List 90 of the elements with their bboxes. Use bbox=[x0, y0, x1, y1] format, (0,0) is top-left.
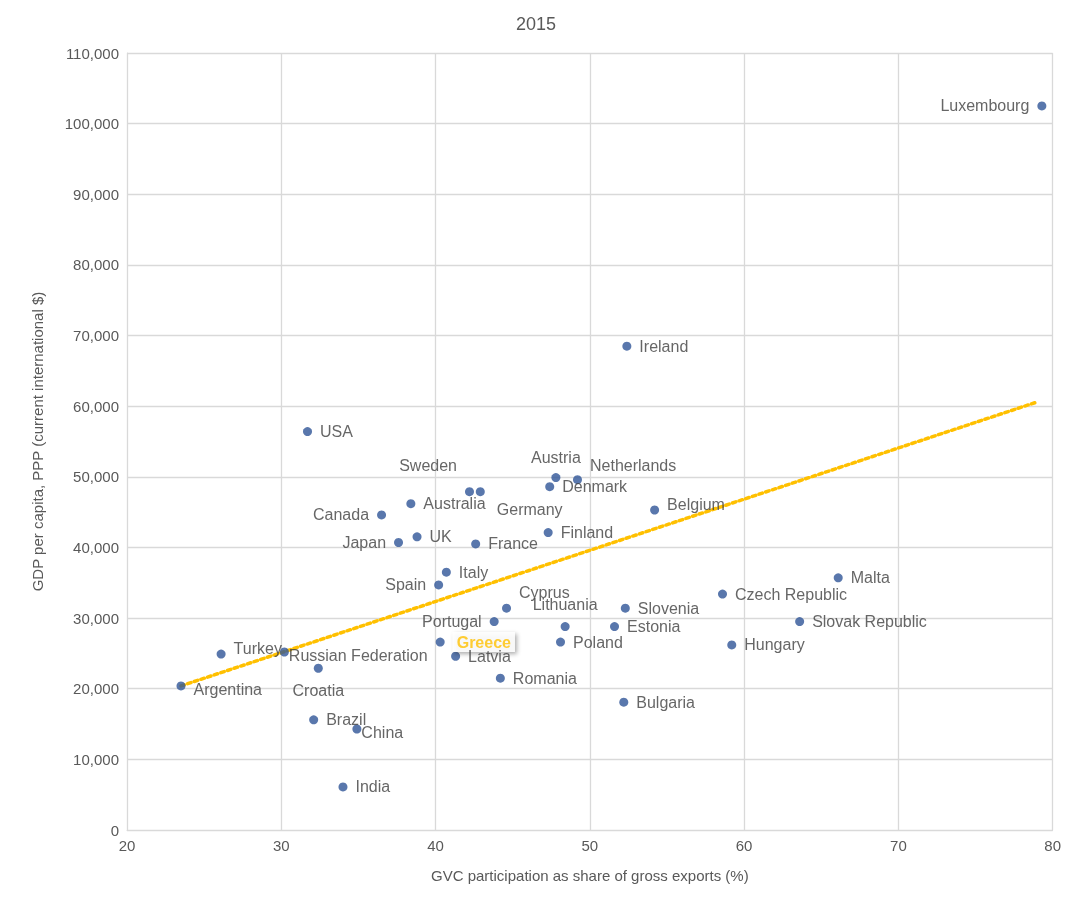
data-label: Canada bbox=[313, 506, 370, 524]
point bbox=[216, 649, 226, 659]
point bbox=[471, 539, 481, 549]
y-tick-label: 60,000 bbox=[73, 397, 119, 415]
data-label: Slovak Republic bbox=[812, 613, 927, 631]
point bbox=[718, 589, 728, 599]
data-label: Japan bbox=[342, 534, 387, 552]
point bbox=[560, 622, 570, 632]
point bbox=[338, 782, 348, 792]
point bbox=[833, 573, 843, 583]
data-label: USA bbox=[320, 423, 354, 441]
point bbox=[475, 487, 485, 497]
data-label: Malta bbox=[850, 569, 890, 587]
data-label: Argentina bbox=[193, 681, 263, 699]
data-label: Poland bbox=[573, 633, 623, 651]
point bbox=[543, 528, 553, 538]
data-label: Estonia bbox=[627, 618, 681, 636]
y-tick-label: 110,000 bbox=[65, 44, 119, 62]
data-label: Australia bbox=[423, 495, 486, 513]
x-axis-title: GVC participation as share of gross exports (%) bbox=[431, 867, 749, 884]
point bbox=[406, 499, 416, 509]
y-tick-label: 30,000 bbox=[73, 609, 119, 627]
x-tick-label: 30 bbox=[272, 837, 290, 854]
x-tick-label: 70 bbox=[890, 837, 907, 854]
point bbox=[465, 487, 474, 497]
data-label: Finland bbox=[560, 524, 614, 542]
data-label: Luxembourg bbox=[940, 97, 1030, 115]
data-label: Portugal bbox=[422, 613, 482, 631]
point bbox=[620, 603, 630, 613]
data-label: Belgium bbox=[667, 495, 725, 513]
point bbox=[377, 510, 387, 520]
data-label: Turkey bbox=[233, 639, 282, 657]
point bbox=[435, 637, 445, 647]
y-axis-title: GDP per capita, PPP (current international $) bbox=[29, 291, 46, 592]
data-label: Hungary bbox=[744, 636, 805, 654]
point bbox=[313, 663, 323, 673]
y-tick-label: 10,000 bbox=[73, 750, 119, 768]
data-label: Croatia bbox=[292, 682, 345, 700]
point bbox=[394, 538, 404, 548]
point bbox=[441, 567, 451, 577]
point bbox=[610, 622, 620, 632]
y-tick-label: 100,000 bbox=[64, 115, 119, 133]
point bbox=[1037, 101, 1047, 111]
data-label: Russian Federation bbox=[288, 647, 428, 665]
x-tick-label: 80 bbox=[1044, 837, 1061, 854]
data-label: Spain bbox=[385, 576, 427, 594]
point bbox=[176, 681, 186, 691]
x-tick-label: 20 bbox=[118, 837, 136, 854]
data-label: UK bbox=[429, 528, 453, 546]
point bbox=[727, 640, 737, 650]
y-tick-label: 80,000 bbox=[73, 256, 119, 274]
data-label: Ireland bbox=[639, 337, 689, 355]
data-label: China bbox=[361, 724, 404, 742]
point bbox=[303, 427, 312, 437]
data-label: Sweden bbox=[399, 457, 457, 475]
point bbox=[434, 580, 444, 590]
data-label: Italy bbox=[458, 563, 489, 581]
x-tick-label: 60 bbox=[735, 837, 753, 854]
point bbox=[502, 603, 512, 613]
data-label: Denmark bbox=[562, 478, 629, 496]
data-label: Romania bbox=[512, 669, 577, 687]
y-tick-label: 40,000 bbox=[73, 538, 119, 556]
chart-title: 2015 bbox=[515, 14, 557, 34]
point bbox=[619, 697, 629, 707]
data-label: Netherlands bbox=[589, 457, 677, 475]
x-tick-label: 40 bbox=[427, 837, 444, 854]
data-label: Germany bbox=[496, 501, 563, 519]
y-tick-label: 90,000 bbox=[73, 185, 119, 203]
point bbox=[622, 341, 632, 351]
point bbox=[412, 532, 422, 542]
y-tick-label: 0 bbox=[110, 821, 119, 839]
y-tick-label: 50,000 bbox=[73, 468, 119, 486]
point bbox=[795, 617, 805, 627]
data-label: Bulgaria bbox=[636, 693, 696, 711]
point bbox=[650, 505, 660, 515]
data-label: India bbox=[355, 778, 391, 796]
data-label: Slovenia bbox=[637, 599, 700, 617]
point bbox=[545, 482, 555, 492]
x-tick-label: 50 bbox=[581, 837, 599, 854]
point bbox=[309, 715, 319, 725]
point bbox=[556, 637, 566, 647]
point bbox=[451, 651, 461, 661]
point bbox=[489, 617, 499, 627]
data-label: Austria bbox=[530, 448, 581, 466]
data-label: France bbox=[488, 535, 539, 553]
point bbox=[495, 673, 505, 683]
y-tick-label: 20,000 bbox=[73, 680, 119, 698]
y-tick-label: 70,000 bbox=[73, 327, 119, 345]
data-label: Czech Republic bbox=[735, 585, 848, 603]
point bbox=[551, 473, 561, 483]
